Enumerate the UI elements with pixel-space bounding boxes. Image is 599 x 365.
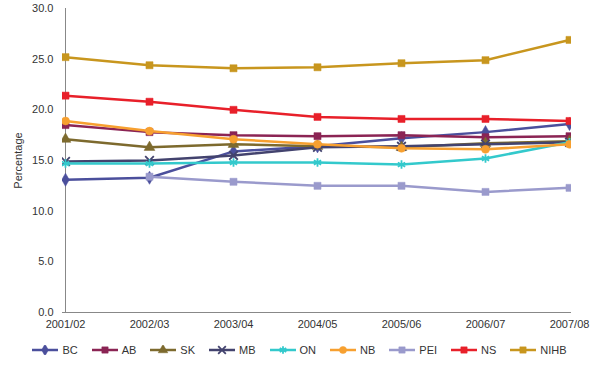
svg-text:30.0: 30.0 [32,2,53,14]
svg-text:2005/06: 2005/06 [382,318,422,330]
svg-text:10.0: 10.0 [32,205,53,217]
html-text:ON: ON [299,344,316,356]
svg-text:2006/07: 2006/07 [466,318,506,330]
svg-text:Percentage: Percentage [12,132,24,188]
html-text:NS: NS [481,344,497,356]
svg-text:5.0: 5.0 [38,255,53,267]
html-text:MB: MB [239,344,256,356]
html-text:PEI: PEI [419,344,437,356]
html-text:NB: NB [360,344,376,356]
svg-text:2001/02: 2001/02 [46,318,86,330]
html-text:NIHB: NIHB [540,344,567,356]
html-text:AB: AB [121,344,137,356]
svg-text:0.0: 0.0 [38,306,53,318]
svg-text:15.0: 15.0 [32,154,53,166]
svg-text:2002/03: 2002/03 [130,318,170,330]
svg-text:20.0: 20.0 [32,103,53,115]
svg-text:2004/05: 2004/05 [298,318,338,330]
html-text:SK: SK [180,344,195,356]
svg-text:2003/04: 2003/04 [214,318,254,330]
svg-text:25.0: 25.0 [32,53,53,65]
svg-text:2007/08: 2007/08 [550,318,590,330]
html-text:BC: BC [62,344,78,356]
